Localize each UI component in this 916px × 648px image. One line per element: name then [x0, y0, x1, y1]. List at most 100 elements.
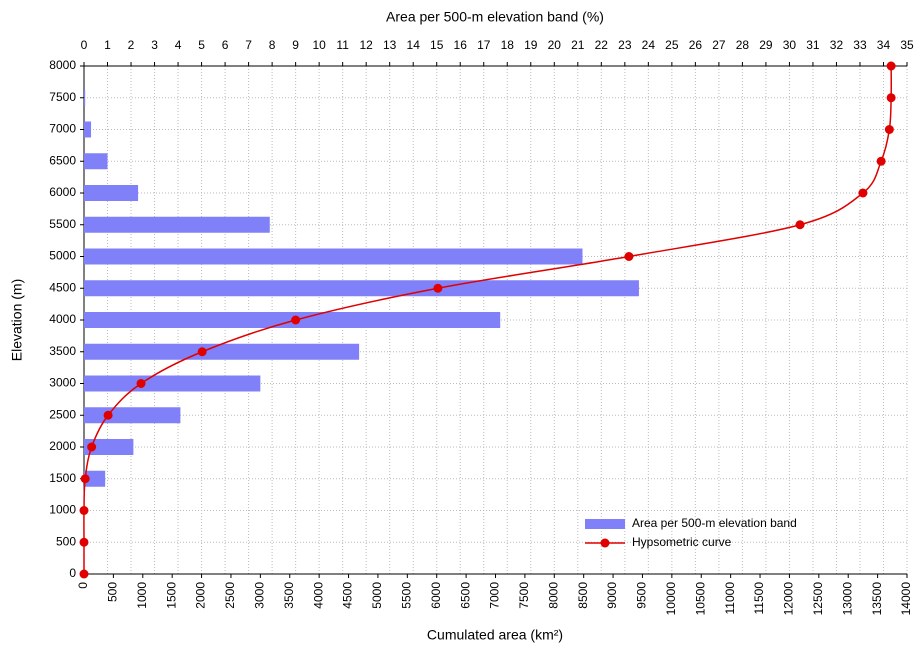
bar [84, 248, 583, 265]
bottom-tick-label: 11000 [723, 582, 737, 615]
bar [84, 439, 134, 455]
top-tick-label: 29 [759, 38, 773, 52]
top-tick-label: 28 [736, 38, 750, 52]
y-tick-label: 6500 [49, 153, 76, 167]
bottom-tick-label: 13500 [870, 582, 884, 616]
bottom-tick-label: 4000 [311, 582, 325, 609]
marker [624, 252, 634, 261]
marker [136, 379, 146, 388]
top-tick-label: 12 [359, 38, 373, 52]
bottom-tick-label: 12000 [782, 582, 796, 616]
marker [197, 347, 207, 357]
top-tick-label: 20 [548, 38, 562, 52]
y-tick-label: 2000 [49, 439, 76, 453]
top-tick-label: 27 [712, 38, 726, 52]
marker [291, 315, 301, 325]
bottom-tick-label: 10000 [664, 582, 678, 616]
top-tick-label: 21 [571, 38, 585, 52]
y-tick-label: 5000 [49, 249, 76, 263]
top-tick-label: 7 [245, 38, 252, 52]
top-tick-label: 22 [595, 38, 609, 52]
marker [886, 61, 896, 71]
top-tick-label: 8 [269, 38, 276, 52]
top-tick-label: 35 [900, 38, 914, 52]
y-tick-label: 4500 [49, 280, 76, 294]
marker [87, 442, 97, 452]
marker [858, 188, 868, 198]
top-axis-title: Area per 500-m elevation band (%) [386, 9, 604, 25]
top-tick-label: 9 [292, 38, 299, 52]
y-axis-title: Elevation (m) [9, 279, 25, 361]
bottom-tick-label: 13000 [840, 582, 854, 616]
bottom-tick-label: 1500 [164, 582, 178, 609]
top-tick-label: 0 [81, 38, 88, 52]
top-tick-label: 19 [524, 38, 538, 52]
marker [433, 283, 443, 293]
bottom-tick-label: 11500 [752, 582, 766, 615]
y-tick-label: 0 [69, 566, 76, 580]
bottom-axis-title: Cumulated area (km²) [427, 627, 563, 643]
y-tick-label: 3000 [49, 376, 76, 390]
top-tick-label: 11 [336, 38, 349, 52]
bottom-tick-label: 8000 [546, 582, 560, 609]
top-tick-label: 26 [689, 38, 703, 52]
bar [84, 375, 261, 392]
bottom-tick-label: 3500 [282, 582, 296, 609]
legend-swatch [585, 519, 625, 529]
marker [79, 569, 89, 579]
y-tick-label: 8000 [49, 58, 76, 72]
legend-label: Area per 500-m elevation band [632, 516, 797, 530]
bottom-tick-label: 12500 [811, 582, 825, 616]
bottom-tick-label: 500 [106, 582, 120, 602]
bottom-tick-label: 9500 [635, 582, 649, 609]
top-tick-label: 6 [222, 38, 229, 52]
bottom-tick-label: 0 [76, 582, 90, 589]
top-tick-label: 31 [806, 38, 820, 52]
marker [79, 506, 89, 515]
y-tick-label: 500 [56, 534, 76, 548]
marker [80, 474, 90, 484]
marker [884, 125, 894, 134]
top-tick-label: 23 [618, 38, 632, 52]
bottom-tick-label: 5500 [399, 582, 413, 609]
y-tick-label: 3500 [49, 344, 76, 358]
top-tick-label: 2 [128, 38, 135, 52]
top-tick-label: 3 [151, 38, 158, 52]
y-tick-label: 6000 [49, 185, 76, 199]
top-tick-label: 5 [198, 38, 205, 52]
y-tick-label: 4000 [49, 312, 76, 326]
bottom-tick-label: 14000 [899, 582, 913, 616]
y-tick-label: 7500 [49, 90, 76, 104]
marker [886, 93, 896, 103]
y-tick-label: 7000 [49, 122, 76, 136]
bottom-tick-label: 7500 [517, 582, 531, 609]
bar [84, 89, 86, 106]
top-tick-label: 18 [501, 38, 515, 52]
bottom-tick-label: 5000 [370, 582, 384, 609]
marker [795, 220, 805, 230]
bar [84, 407, 181, 424]
marker [79, 537, 89, 547]
top-tick-label: 17 [477, 38, 491, 52]
bottom-tick-label: 3000 [253, 582, 267, 609]
bar [84, 280, 639, 297]
top-tick-label: 33 [853, 38, 867, 52]
top-tick-label: 4 [175, 38, 182, 52]
legend-swatch [600, 538, 610, 548]
top-tick-label: 30 [783, 38, 797, 52]
top-tick-label: 32 [830, 38, 844, 52]
bar [84, 121, 92, 138]
top-tick-label: 15 [430, 38, 444, 52]
bottom-tick-label: 7000 [488, 582, 502, 609]
y-tick-label: 2500 [49, 407, 76, 421]
bar [84, 153, 108, 170]
bottom-tick-label: 10500 [693, 582, 707, 616]
top-tick-label: 10 [312, 38, 326, 52]
top-tick-label: 34 [877, 38, 891, 52]
bar [84, 343, 360, 360]
bottom-tick-label: 9000 [605, 582, 619, 609]
bottom-tick-label: 6000 [429, 582, 443, 609]
top-tick-label: 25 [665, 38, 679, 52]
top-tick-label: 1 [104, 38, 111, 52]
